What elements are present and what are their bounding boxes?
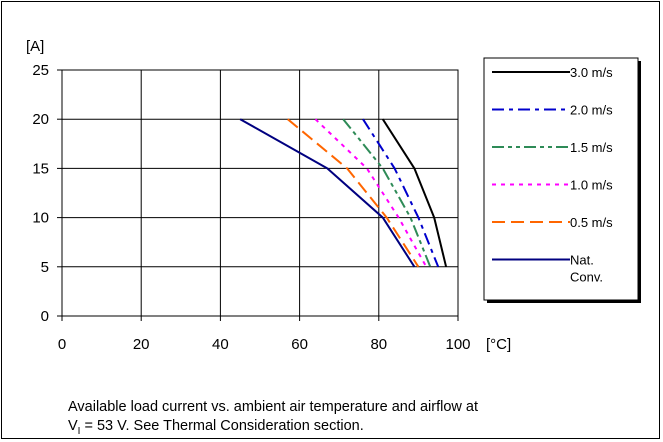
- caption-line-1: Available load current vs. ambient air t…: [68, 399, 478, 415]
- x-tick-label: 100: [445, 336, 470, 353]
- x-tick-label: 0: [58, 336, 66, 353]
- legend-box: [483, 57, 639, 301]
- y-tick-label: 15: [32, 160, 49, 177]
- series-line-0: [381, 118, 448, 268]
- x-axis-label: [°C]: [486, 336, 511, 353]
- x-tick-label: 60: [291, 336, 308, 353]
- legend-label-5: Nat.: [570, 253, 594, 268]
- y-tick-label: 20: [32, 111, 49, 128]
- y-tick-label: 5: [41, 259, 49, 276]
- plot-area-border: [61, 69, 459, 317]
- x-tick-label: 20: [133, 336, 150, 353]
- y-tick-label: 0: [41, 308, 49, 325]
- series-line-2: [342, 118, 432, 268]
- legend-label-5: Conv.: [570, 270, 603, 285]
- caption-line-2: VI = 53 V. See Thermal Consideration sec…: [68, 418, 364, 437]
- legend-label-4: 0.5 m/s: [570, 215, 613, 230]
- y-axis-label: [A]: [26, 38, 44, 55]
- y-tick-label: 25: [32, 62, 49, 79]
- series-line-3: [314, 118, 428, 268]
- legend-label-2: 1.5 m/s: [570, 140, 613, 155]
- x-tick-label: 80: [370, 336, 387, 353]
- series-line-1: [362, 118, 440, 268]
- legend-label-3: 1.0 m/s: [570, 178, 613, 193]
- series-line-5: [239, 118, 416, 268]
- legend-label-0: 3.0 m/s: [570, 65, 613, 80]
- chart-caption: Available load current vs. ambient air t…: [68, 398, 658, 441]
- series-line-4: [287, 118, 420, 268]
- legend-label-1: 2.0 m/s: [570, 103, 613, 118]
- y-tick-label: 10: [32, 210, 49, 227]
- x-tick-label: 40: [212, 336, 229, 353]
